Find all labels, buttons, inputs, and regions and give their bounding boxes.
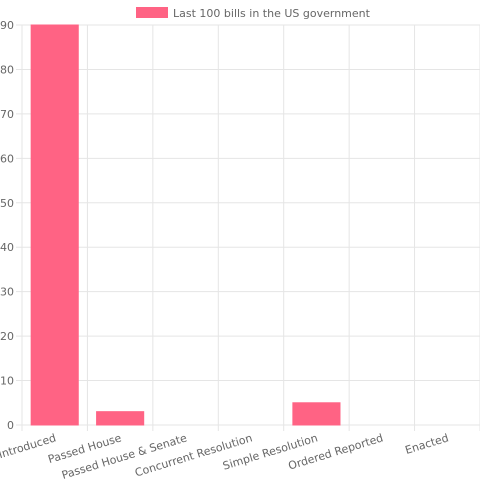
y-tick-label: 80 — [0, 63, 14, 76]
x-gridlines — [21, 25, 480, 431]
y-tick-label: 20 — [0, 330, 14, 343]
bar-simple-resolution[interactable] — [292, 402, 341, 426]
y-tick-label: 90 — [0, 19, 14, 32]
y-gridlines — [16, 24, 480, 426]
y-tick-label: 0 — [7, 419, 14, 432]
y-tick-label: 60 — [0, 152, 14, 165]
legend[interactable]: Last 100 bills in the US government — [136, 7, 371, 20]
y-tick-label: 40 — [0, 241, 14, 254]
y-axis-tick-labels: 0 10 20 30 40 50 60 70 80 90 — [0, 19, 14, 432]
bars — [30, 24, 341, 426]
y-tick-label: 30 — [0, 286, 14, 299]
x-tick-label: Enacted — [404, 431, 451, 457]
bar-introduced[interactable] — [30, 24, 79, 426]
legend-swatch — [136, 7, 168, 18]
bar-passed-house[interactable] — [96, 411, 145, 426]
y-tick-label: 70 — [0, 108, 14, 121]
legend-label: Last 100 bills in the US government — [173, 7, 371, 20]
y-tick-label: 10 — [0, 375, 14, 388]
y-tick-label: 50 — [0, 197, 14, 210]
